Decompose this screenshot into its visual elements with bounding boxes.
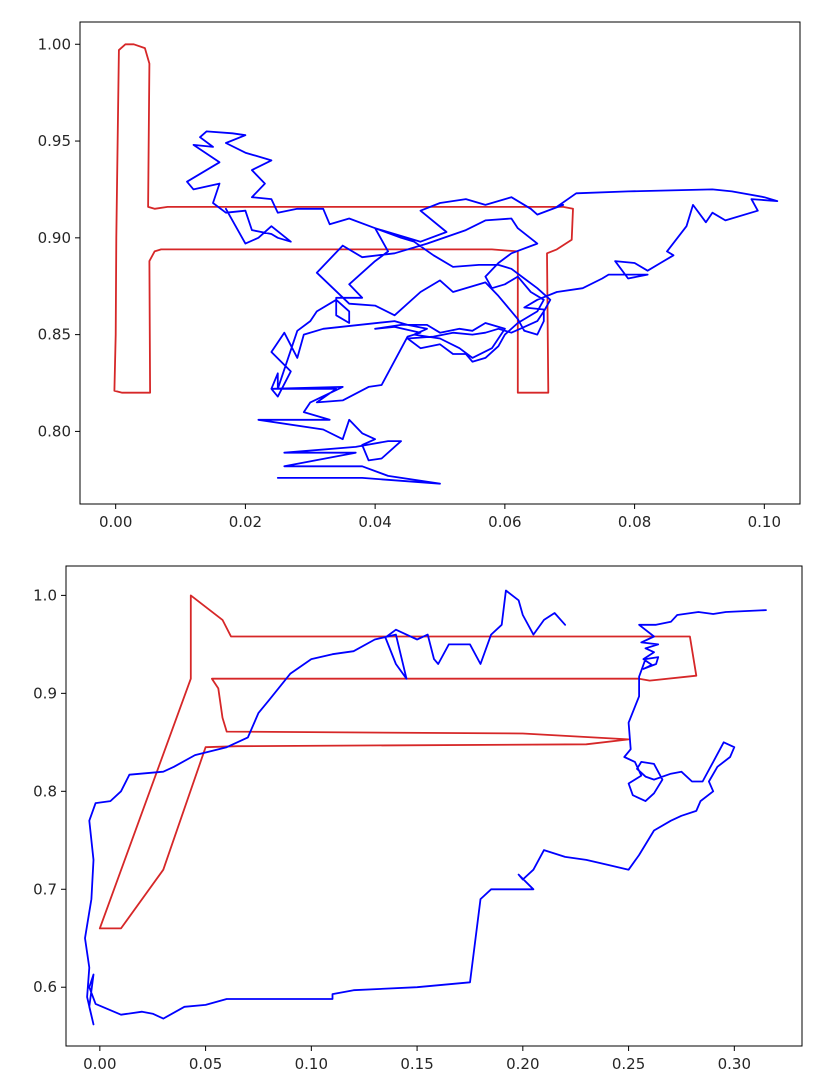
x-tick-label: 0.05: [189, 1055, 222, 1073]
chart-top: 0.00 0.02 0.04 0.06 0.08 0.10 0.80 0.85 0.90 0.95…: [38, 21, 801, 531]
y-tick-label: 0.8: [33, 782, 57, 800]
y-tick-label: 0.80: [38, 422, 71, 440]
y-tick-label: 0.95: [38, 132, 71, 150]
x-tick-label: 0.00: [83, 1055, 116, 1073]
x-tick-label: 0.00: [99, 513, 132, 531]
y-tick-label: 1.0: [33, 586, 57, 604]
y-tick-label: 1.00: [38, 35, 71, 53]
y-tick-label: 0.90: [38, 229, 71, 247]
x-tick-label: 0.20: [506, 1055, 539, 1073]
x-tick-label: 0.08: [618, 513, 651, 531]
y-tick-label: 0.9: [33, 684, 57, 702]
x-tick-label: 0.06: [488, 513, 521, 531]
y-tick-label: 0.7: [33, 880, 57, 898]
y-tick-label: 0.85: [38, 326, 71, 344]
x-tick-label: 0.10: [295, 1055, 328, 1073]
blue-trajectory-series-line: [84, 589, 767, 1026]
y-tick-label: 0.6: [33, 978, 57, 996]
red-outline-series-line: [113, 43, 574, 394]
axes-frame: [65, 565, 803, 1047]
x-tick-label: 0.15: [400, 1055, 433, 1073]
x-tick-label: 0.30: [718, 1055, 751, 1073]
blue-trajectory-series-line: [186, 130, 779, 485]
x-tick-label: 0.02: [229, 513, 262, 531]
x-tick-label: 0.10: [748, 513, 781, 531]
chart-bottom: 0.00 0.05 0.10 0.15 0.20 0.25 0.30 0.6 0.7 0.8 0.9…: [33, 565, 803, 1073]
x-tick-label: 0.04: [358, 513, 391, 531]
x-tick-label: 0.25: [612, 1055, 645, 1073]
axes-frame: [79, 21, 801, 505]
